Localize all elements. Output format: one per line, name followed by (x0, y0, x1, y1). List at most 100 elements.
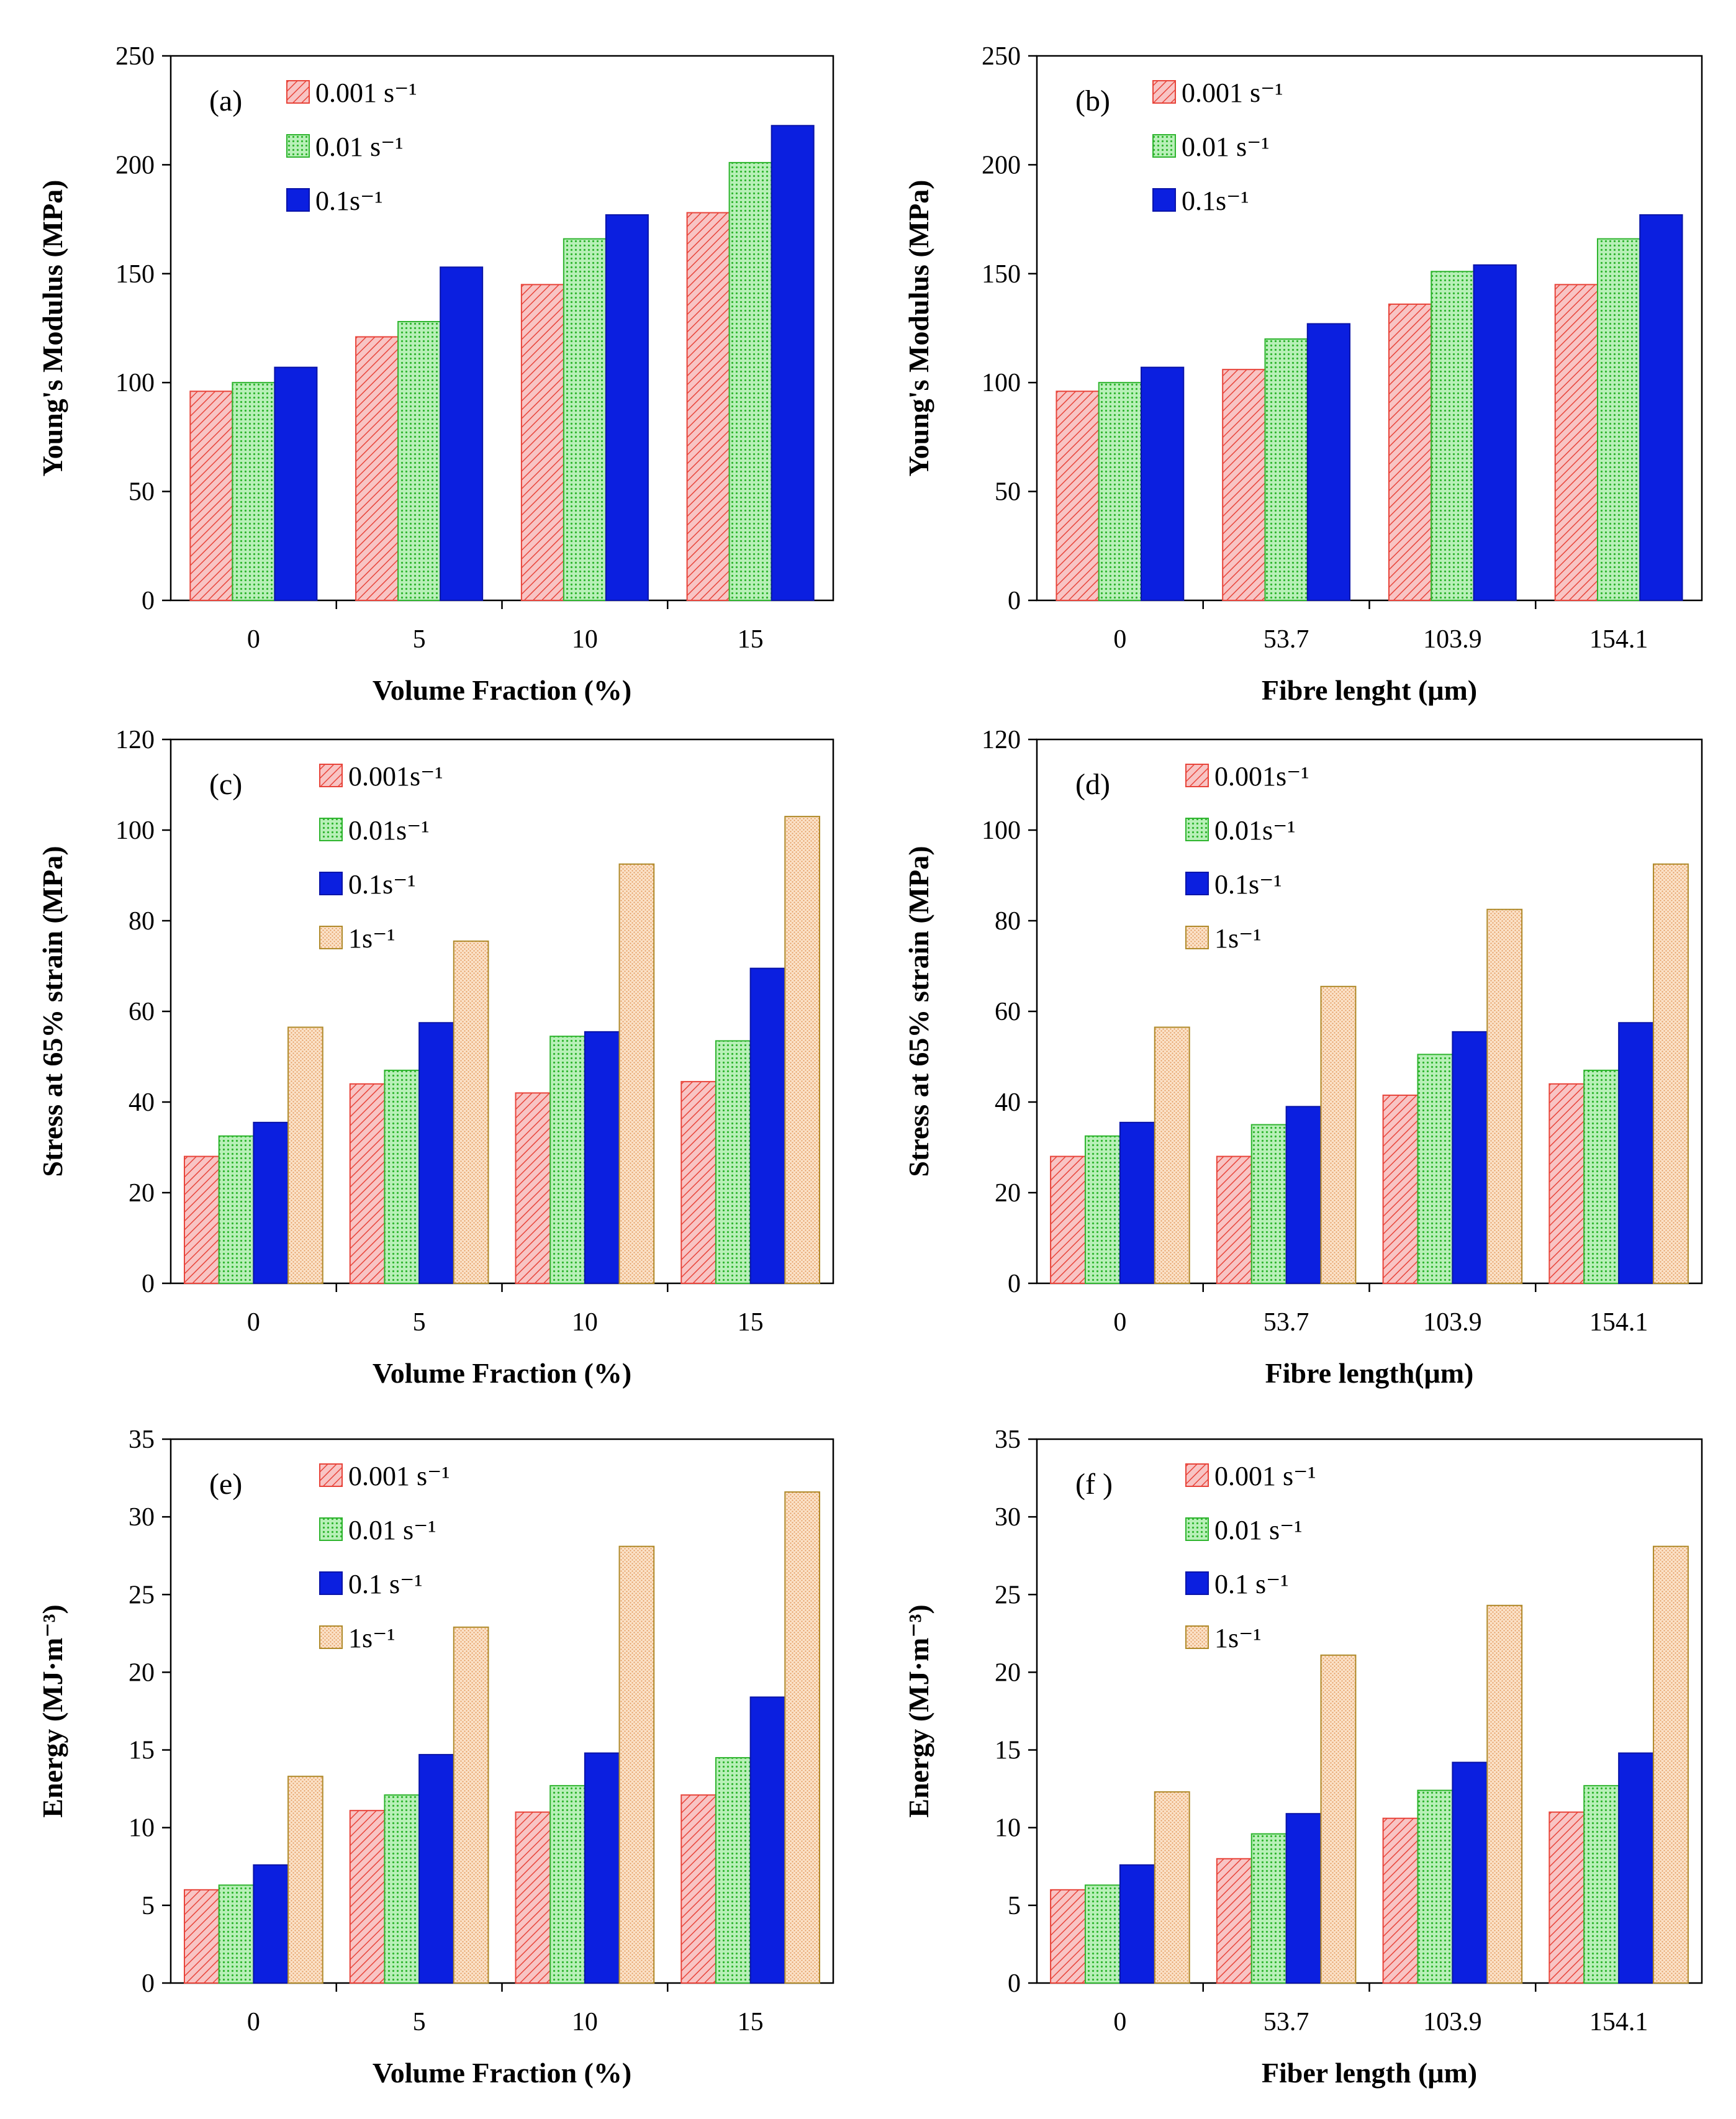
legend-swatch (319, 1625, 343, 1649)
bar (418, 1022, 454, 1284)
bar (1306, 323, 1351, 601)
bar (1548, 1083, 1585, 1285)
bar (1431, 271, 1475, 602)
x-tick-label: 5 (413, 1308, 426, 1337)
legend-swatch (1185, 926, 1209, 949)
panel-label: (a) (209, 84, 242, 117)
bar (1653, 863, 1689, 1284)
legend-label: 0.01s⁻¹ (1214, 815, 1296, 846)
x-tick-label: 53.7 (1264, 1308, 1309, 1337)
y-tick-label: 5 (142, 1892, 155, 1920)
bar (1618, 1752, 1655, 1984)
legend-label: 0.001s⁻¹ (348, 761, 443, 792)
bar (189, 391, 233, 601)
chart-panel-3: 0 20 40 60 80 100 120 0 5 10 15 Volume Fraction (%)… (37, 726, 834, 1389)
x-tick-label: 10 (572, 2008, 598, 2036)
bar (349, 1810, 386, 1984)
y-tick-label: 35 (995, 1425, 1021, 1454)
bar (715, 1757, 751, 1984)
bar (784, 1491, 820, 1984)
legend-swatch (319, 1517, 343, 1541)
bar (1473, 264, 1517, 601)
y-tick-label: 30 (129, 1503, 155, 1532)
bar (1250, 1833, 1287, 1984)
legend-swatch (286, 80, 310, 104)
legend-label: 0.01 s⁻¹ (1214, 1515, 1303, 1545)
panel-label: (d) (1075, 768, 1110, 801)
legend-swatch (1185, 872, 1209, 895)
y-tick-label: 20 (995, 1179, 1021, 1208)
y-tick-label: 0 (142, 1270, 155, 1298)
y-tick-label: 40 (129, 1088, 155, 1117)
y-tick-label: 0 (1008, 1969, 1021, 1998)
legend-label: 1s⁻¹ (1214, 1623, 1262, 1653)
legend-label: 1s⁻¹ (348, 923, 396, 954)
bar (1382, 1095, 1419, 1285)
legend-label: 0.001s⁻¹ (1214, 761, 1309, 792)
y-tick-label: 250 (115, 42, 155, 71)
legend-label: 0.1s⁻¹ (1182, 186, 1249, 216)
bar (397, 320, 441, 601)
x-tick-label: 10 (572, 1308, 598, 1337)
legend-swatch (319, 1463, 343, 1487)
legend-swatch (319, 926, 343, 949)
legend-swatch (1152, 80, 1176, 104)
y-axis-label: Young's Modulus (MPa) (37, 180, 68, 477)
bar (218, 1884, 255, 1984)
bar (1154, 1791, 1190, 1984)
y-axis-label: Young's Modulus (MPa) (903, 180, 934, 477)
y-tick-label: 80 (995, 907, 1021, 936)
y-tick-label: 40 (995, 1088, 1021, 1117)
bar (184, 1889, 220, 1984)
chart-panel-6: 0 5 10 15 20 25 30 35 0 53.7 103.9 154.1 Fiber lengt… (903, 1425, 1703, 2089)
bar (287, 1026, 323, 1285)
bar (686, 212, 730, 601)
bar (1285, 1106, 1322, 1285)
legend-swatch (1152, 188, 1176, 212)
y-tick-label: 20 (129, 1179, 155, 1208)
chart-panel-5: 0 5 10 15 20 25 30 35 0 5 10 15 Volume Fraction (%) E… (37, 1425, 834, 2089)
bar (1216, 1858, 1252, 1984)
chart-panel-1: 0 50 100 150 200 250 0 5 10 15 Volume Fraction (%)… (37, 42, 834, 706)
y-tick-label: 0 (142, 587, 155, 615)
legend-label: 0.001 s⁻¹ (1182, 78, 1283, 108)
bar (384, 1794, 420, 1984)
bar (1388, 303, 1432, 601)
legend-label: 0.001 s⁻¹ (315, 78, 417, 108)
bar (680, 1081, 717, 1285)
x-axis-label: Fibre lenght (μm) (1262, 674, 1477, 706)
bar (1596, 238, 1641, 602)
x-tick-label: 154.1 (1589, 2008, 1648, 2036)
chart-panel-2: 0 50 100 150 200 250 0 53.7 103.9 154.1 Fibre leng… (903, 42, 1703, 706)
y-tick-label: 100 (982, 369, 1021, 397)
bar (440, 266, 484, 601)
y-tick-label: 0 (142, 1969, 155, 1998)
bar (728, 161, 772, 601)
bar (1250, 1124, 1287, 1284)
bar (1084, 1884, 1121, 1984)
legend-label: 0.001 s⁻¹ (348, 1461, 450, 1491)
legend-swatch (319, 872, 343, 895)
bar (384, 1069, 420, 1285)
x-tick-label: 0 (1113, 2008, 1126, 2036)
bar (1119, 1864, 1155, 1984)
y-tick-label: 100 (115, 816, 155, 845)
bar (232, 382, 276, 601)
bar (549, 1036, 585, 1285)
y-tick-label: 20 (129, 1658, 155, 1687)
bar (355, 336, 399, 602)
y-tick-label: 0 (1008, 1270, 1021, 1298)
y-tick-label: 25 (995, 1581, 1021, 1609)
bar (287, 1776, 323, 1984)
legend-label: 0.1 s⁻¹ (1214, 1569, 1289, 1599)
x-tick-label: 53.7 (1264, 625, 1309, 654)
bar (1320, 985, 1357, 1284)
x-tick-label: 5 (413, 625, 426, 654)
bar (520, 284, 564, 601)
y-tick-label: 0 (1008, 587, 1021, 615)
x-tick-label: 0 (247, 2008, 260, 2036)
bar (218, 1135, 255, 1284)
bar (1216, 1155, 1252, 1284)
y-axis-label: Energy (MJ·m⁻³) (37, 1604, 68, 1817)
